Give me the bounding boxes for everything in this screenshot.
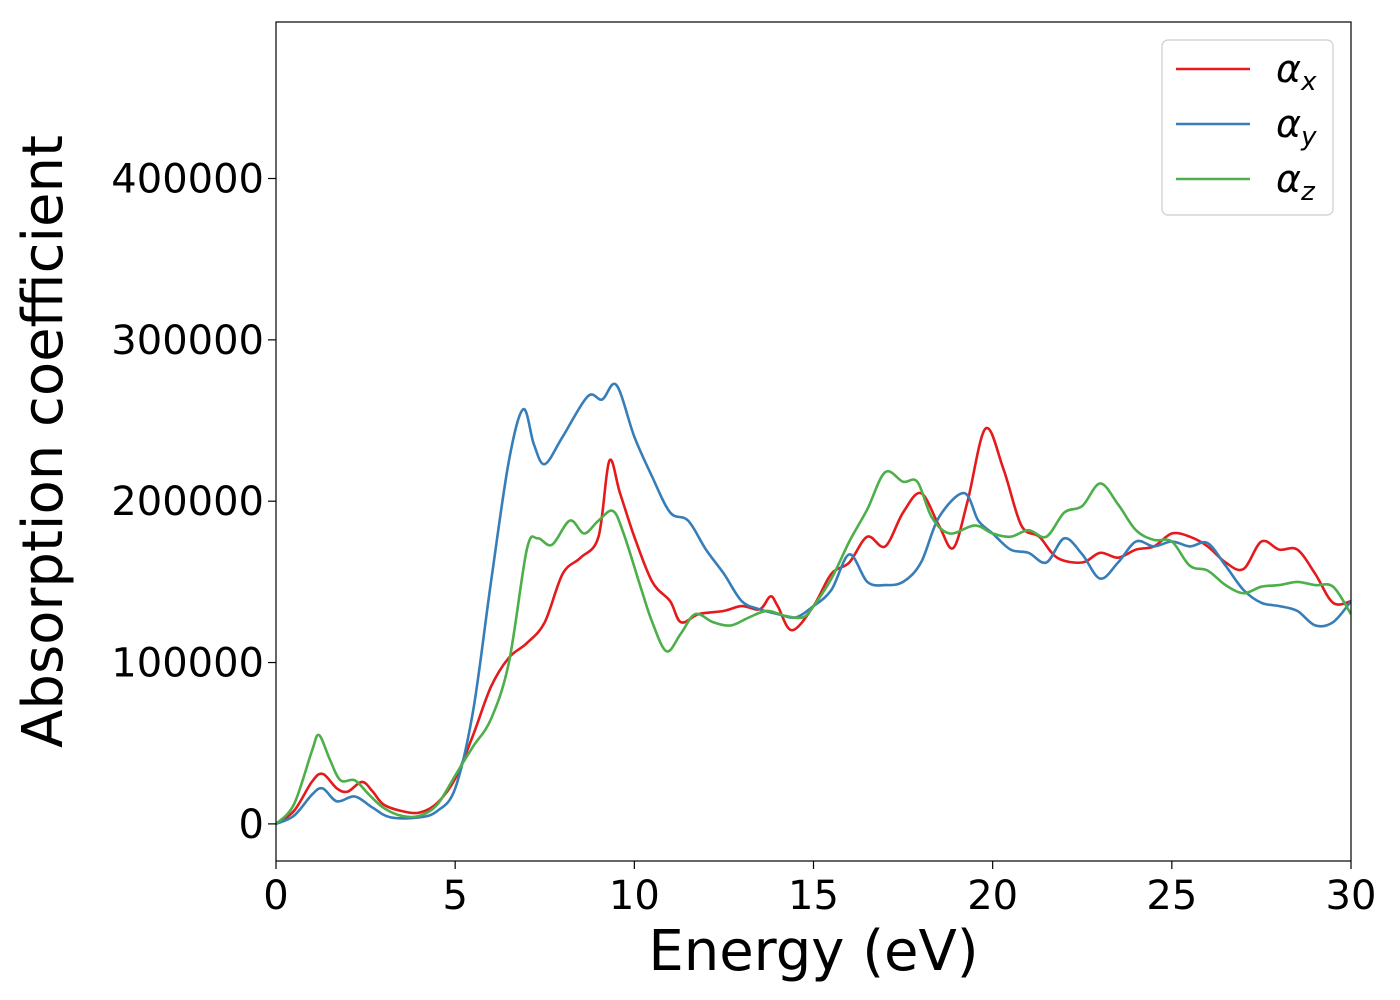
legend-label-y: αy bbox=[1276, 102, 1317, 152]
legend-label-x: αx bbox=[1276, 47, 1317, 97]
y-tick-label: 0 bbox=[239, 802, 264, 848]
y-tick-label: 400000 bbox=[111, 157, 264, 203]
x-tick-label: 10 bbox=[609, 873, 660, 919]
legend-box bbox=[1161, 39, 1334, 216]
x-tick-label: 0 bbox=[263, 873, 288, 919]
x-axis-label: Energy (eV) bbox=[648, 919, 978, 984]
y-axis-label: Absorption coefficient bbox=[11, 135, 76, 748]
y-tick-label: 100000 bbox=[111, 641, 264, 687]
series-line-x bbox=[276, 426, 1351, 825]
x-tick-label: 5 bbox=[442, 873, 467, 919]
series-layer bbox=[276, 382, 1351, 826]
y-axis-ticks: 0 100000 200000 300000 400000 bbox=[111, 157, 276, 848]
x-axis-ticks: 0 5 10 15 20 25 30 bbox=[263, 861, 1376, 919]
legend-label-z: αz bbox=[1276, 157, 1316, 207]
series-line-z bbox=[276, 469, 1351, 825]
x-tick-label: 20 bbox=[967, 873, 1018, 919]
y-tick-label: 200000 bbox=[111, 479, 264, 525]
x-tick-label: 30 bbox=[1326, 873, 1377, 919]
y-tick-label: 300000 bbox=[111, 318, 264, 364]
x-tick-label: 15 bbox=[788, 873, 839, 919]
x-tick-label: 25 bbox=[1146, 873, 1197, 919]
